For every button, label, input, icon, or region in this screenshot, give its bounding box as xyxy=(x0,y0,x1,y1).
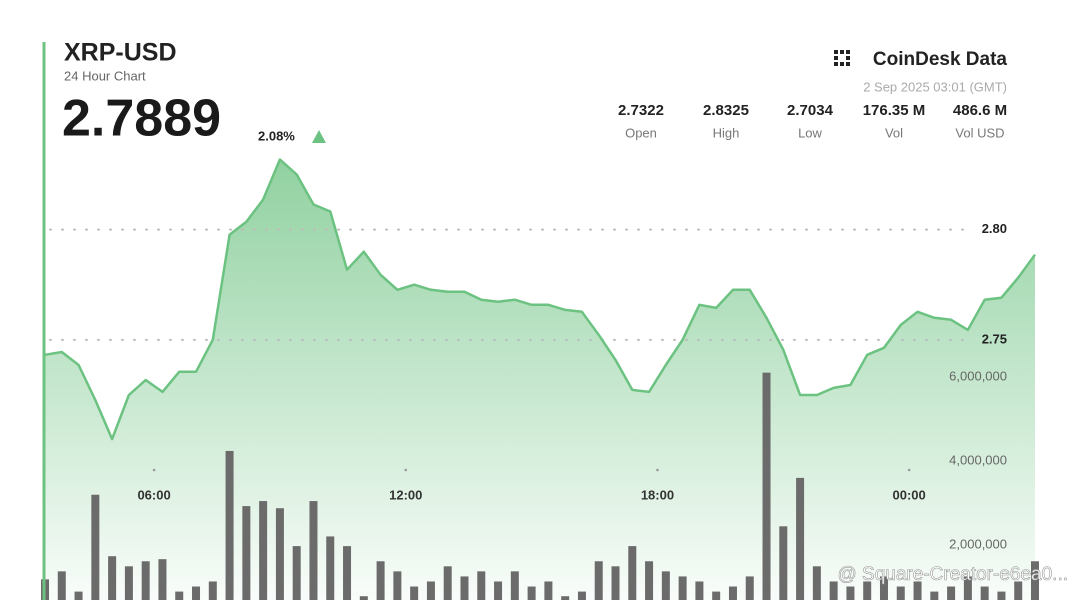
volume-bar xyxy=(594,561,603,600)
plot: 2.75 2.80 2,000,000 4,000,000 6,000,000 06:00… xyxy=(41,158,1039,600)
volume-bar xyxy=(309,501,318,600)
stats: 2.7322 Open 2.8325 High 2.7034 Low 176.35 M Vol… xyxy=(618,102,1007,140)
x-tick-mark xyxy=(152,468,156,472)
y2-tick-label: 2,000,000 xyxy=(949,537,1007,552)
volume-bar xyxy=(779,526,788,600)
volume-bar xyxy=(259,501,268,600)
timestamp: 2 Sep 2025 03:01 (GMT) xyxy=(863,79,1007,94)
volume-bar xyxy=(695,581,704,600)
volume-bar xyxy=(510,571,519,600)
change: 2.08% xyxy=(258,128,295,143)
volume-bar xyxy=(997,591,1006,600)
volume-bar xyxy=(158,559,167,600)
stat-value: 486.6 M xyxy=(953,102,1007,119)
volume-bar xyxy=(410,586,419,600)
stat-label: Vol xyxy=(885,125,903,140)
x-tick-label: 18:00 xyxy=(641,487,674,502)
volume-bar xyxy=(846,586,855,600)
volume-bar xyxy=(343,546,352,600)
volume-bar xyxy=(628,546,637,600)
volume-bar xyxy=(561,596,570,600)
volume-bar xyxy=(292,546,301,600)
volume-bar xyxy=(124,566,133,600)
volume-bar xyxy=(762,372,771,600)
volume-bar xyxy=(896,586,905,600)
volume-bar xyxy=(544,581,553,600)
y2-tick-label: 6,000,000 xyxy=(949,368,1007,383)
volume-bar xyxy=(611,566,620,600)
volume-bar xyxy=(678,576,687,600)
watermark: @ Square-Creator-e6ea0... xyxy=(837,564,1068,585)
volume-bar xyxy=(460,576,469,600)
stat-value: 2.7322 xyxy=(618,102,664,119)
stat-value: 176.35 M xyxy=(863,102,926,119)
volume-bar xyxy=(863,581,872,600)
stat-label: Low xyxy=(798,125,822,140)
volume-bar xyxy=(275,508,284,600)
volume-bar xyxy=(930,591,939,600)
volume-bar xyxy=(745,576,754,600)
volume-bar xyxy=(1014,581,1023,600)
volume-bar xyxy=(527,586,536,600)
volume-bar xyxy=(57,571,66,600)
stat-label: Vol USD xyxy=(955,125,1004,140)
volume-bar xyxy=(74,591,83,600)
x-tick-label: 12:00 xyxy=(389,487,422,502)
stat-value: 2.7034 xyxy=(787,102,834,119)
x-tick-label: 06:00 xyxy=(137,487,170,502)
volume-bar xyxy=(494,581,503,600)
volume-bar xyxy=(963,576,972,600)
volume-bar xyxy=(980,586,989,600)
price-line xyxy=(44,158,1037,441)
volume-bar xyxy=(913,581,922,600)
volume-bar xyxy=(577,591,586,600)
volume-bar xyxy=(242,506,251,600)
volume-bar xyxy=(645,561,654,600)
volume-bar xyxy=(208,581,217,600)
stat-value: 2.8325 xyxy=(703,102,749,119)
volume-bar xyxy=(192,586,201,600)
x-tick-mark xyxy=(656,468,659,472)
stat-label: Open xyxy=(625,125,657,140)
y-tick-label: 2.75 xyxy=(982,331,1007,346)
volume-bar xyxy=(879,576,888,600)
stat-label: High xyxy=(713,125,740,140)
volume-bar xyxy=(225,450,234,600)
x-tick-mark xyxy=(907,468,911,472)
volume-bar xyxy=(947,586,956,600)
volume-bar xyxy=(376,561,385,600)
volume-bar xyxy=(175,591,184,600)
chart-subtitle: 24 Hour Chart xyxy=(64,68,146,83)
volume-bar xyxy=(426,581,435,600)
price: 2.7889 xyxy=(62,90,221,148)
volume-bar xyxy=(661,571,670,600)
x-tick-label: 00:00 xyxy=(893,487,926,502)
volume-bar xyxy=(108,556,117,600)
price-area xyxy=(45,159,1035,600)
volume-bar xyxy=(141,561,150,600)
volume-bar xyxy=(393,571,402,600)
volume-bar xyxy=(443,566,452,600)
y-tick-label: 2.80 xyxy=(982,221,1007,236)
volume-bar xyxy=(829,581,838,600)
volume-bar xyxy=(326,536,335,600)
volume-bar xyxy=(91,494,100,600)
volume-bar xyxy=(1031,561,1039,600)
up-arrow xyxy=(312,130,326,143)
volume-bar xyxy=(359,596,368,600)
volume-bar xyxy=(712,591,721,600)
volume-bar xyxy=(728,586,737,600)
volume-bar xyxy=(796,477,805,600)
volume-bar xyxy=(812,566,821,600)
brand: CoinDesk Data xyxy=(873,49,1008,70)
x-tick-mark xyxy=(404,468,408,472)
brand-logo xyxy=(834,50,850,66)
chart-title: XRP-USD xyxy=(64,39,177,67)
y2-tick-label: 4,000,000 xyxy=(949,452,1007,467)
volume-bar xyxy=(477,571,486,600)
